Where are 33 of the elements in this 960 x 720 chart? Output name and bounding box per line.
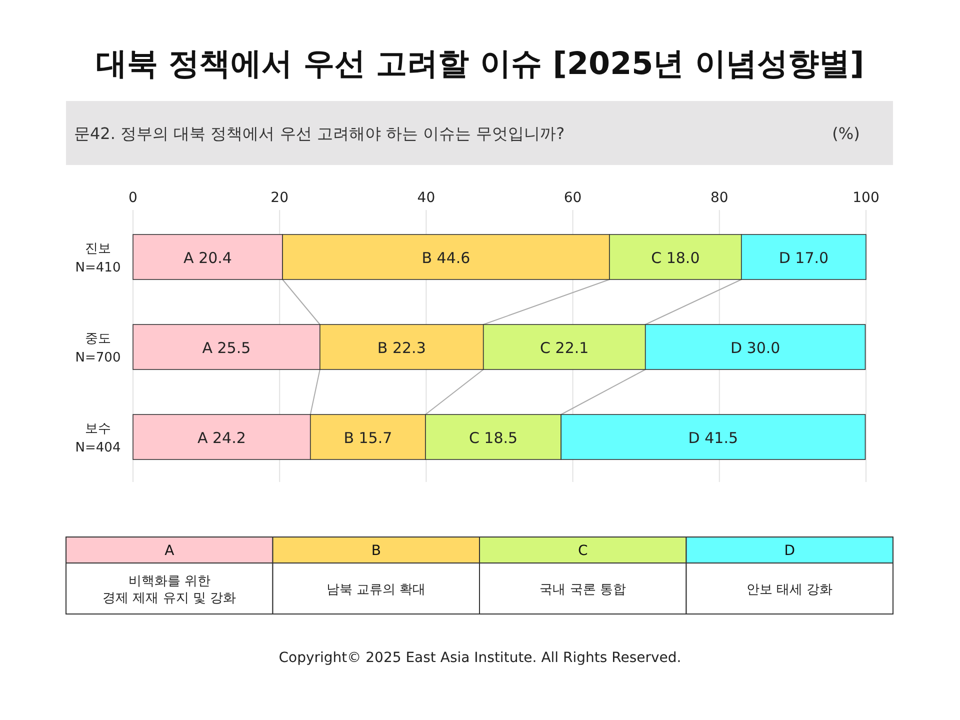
text: D — [784, 543, 796, 559]
data-label: A 24.2 — [197, 429, 246, 447]
data-label: C 18.0 — [651, 249, 700, 267]
y-tick-label: 진보 N=410 — [75, 242, 121, 276]
text: 남북 교류의 확대 — [326, 582, 426, 598]
data-label: C 22.1 — [540, 339, 589, 357]
text: Copyright© 2025 East Asia Institute. All Rights Reserved. — [278, 650, 682, 666]
x-tick-label: 60 — [564, 190, 582, 206]
text: C — [578, 543, 588, 559]
data-label: B 15.7 — [344, 429, 392, 447]
data-label: B 22.3 — [377, 339, 426, 357]
data-label: B 44.6 — [422, 249, 470, 267]
chart-title: 대북 정책에서 우선 고려할 이슈 [2025년 이념성향별] — [96, 46, 864, 82]
text: 비핵화를 위한 경제 제재 유지 및 강화 — [102, 574, 236, 606]
data-label: A 20.4 — [184, 249, 232, 267]
chart-subtitle: 문42. 정부의 대북 정책에서 우선 고려해야 하는 이슈는 무엇입니까? — [74, 124, 565, 143]
data-label: D 41.5 — [688, 429, 738, 447]
x-tick-label: 40 — [417, 190, 436, 206]
x-tick-label: 0 — [128, 190, 138, 206]
data-label: C 18.5 — [468, 429, 518, 447]
y-tick-label: 중도 N=700 — [75, 332, 121, 366]
data-label: D 30.0 — [730, 339, 780, 357]
text: 안보 태세 강화 — [746, 582, 833, 598]
x-axis-title: (%) — [832, 124, 860, 143]
x-tick-label: 20 — [270, 190, 289, 206]
data-label: D 17.0 — [778, 249, 829, 267]
text: B — [371, 543, 381, 559]
text: A — [164, 543, 175, 559]
x-tick-label: 80 — [710, 190, 728, 206]
text: 국내 국론 통합 — [540, 582, 626, 598]
data-label: A 25.5 — [202, 339, 251, 357]
y-tick-label: 보수 N=404 — [75, 422, 121, 456]
x-tick-label: 100 — [852, 190, 880, 206]
